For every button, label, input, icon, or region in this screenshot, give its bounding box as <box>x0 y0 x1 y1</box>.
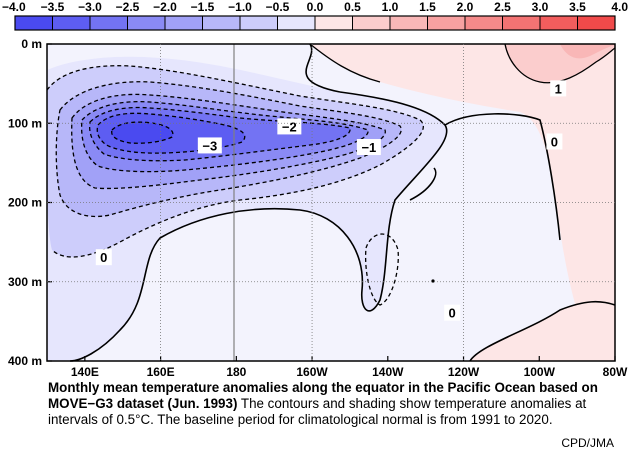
colorbar-segment <box>427 16 465 30</box>
y-tick-label: 0 m <box>21 37 42 51</box>
colorbar-segment <box>540 16 578 30</box>
colorbar-tick-label: −2.5 <box>116 0 140 14</box>
contour-label-bg <box>356 139 381 156</box>
contour-minus-half <box>46 65 424 258</box>
colorbar-tick-label: −0.5 <box>266 0 290 14</box>
credit-label: CPD/JMA <box>561 436 614 450</box>
colorbar-segment <box>15 16 53 30</box>
x-tick-label: 140E <box>71 365 99 379</box>
temperature-anomaly-chart: −4.0 −3.5 −3.0 −2.5 −2.0 −1.5 −1.0 −0.5 0.0 0.5 1.… <box>2 0 628 379</box>
colorbar-segment <box>465 16 503 30</box>
marker-point <box>431 279 435 283</box>
positive-anomaly-region-east <box>470 301 615 361</box>
x-tick-label: 100W <box>524 365 556 379</box>
contour-one-upper <box>309 43 381 83</box>
colorbar: −4.0 −3.5 −3.0 −2.5 −2.0 −1.5 −1.0 −0.5 0.0 0.5 1.… <box>2 0 628 31</box>
colorbar-tick-label: 3.0 <box>532 0 549 14</box>
contour-label-bg <box>197 137 222 154</box>
colorbar-segment <box>352 16 390 30</box>
caption-title: Monthly mean temperature anomalies along… <box>48 380 598 411</box>
contour-label: −1 <box>361 140 376 155</box>
colorbar-segment <box>240 16 278 30</box>
contour-label: 0 <box>100 250 107 265</box>
colorbar-tick-label: −1.0 <box>228 0 252 14</box>
colorbar-segment <box>577 16 615 30</box>
contour-zero-east <box>305 43 341 93</box>
contour-minus-half-south <box>364 233 399 306</box>
colorbar-tick-label: −1.5 <box>191 0 215 14</box>
contour-label-bg <box>546 133 563 150</box>
contour-label-bg <box>550 80 567 97</box>
caption-body: The contours and shading show temperatur… <box>48 396 587 427</box>
x-axis: 140E 160E 180 160W 140W 120W 100W 80W <box>71 356 628 379</box>
colorbar-tick-label: 1.5 <box>419 0 436 14</box>
contour-zero-lower-east <box>409 167 437 201</box>
colorbar-tick-label: 0.0 <box>307 0 324 14</box>
positive-anomaly-region <box>310 44 615 361</box>
colorbar-segment <box>390 16 428 30</box>
contour-zero-west <box>69 91 448 362</box>
colorbar-tick-label: 4.0 <box>611 0 628 14</box>
colorbar-segment <box>52 16 90 30</box>
contour-label: −3 <box>202 138 217 153</box>
colorbar-tick-label: −3.0 <box>78 0 102 14</box>
contour-minus-two <box>80 100 369 173</box>
contour-minus-three-half <box>111 121 174 144</box>
colorbar-tick-label: 2.5 <box>494 0 511 14</box>
contour-label: 1 <box>555 81 562 96</box>
x-tick-label: 160E <box>147 365 175 379</box>
y-axis: 0 m 100 m 200 m 300 m 400 m <box>8 37 615 368</box>
y-tick-label: 200 m <box>8 196 42 210</box>
contour-minus-one <box>55 81 402 218</box>
colorbar-tick-label: 1.0 <box>382 0 399 14</box>
contour-label-bg <box>95 249 112 266</box>
colorbar-segment <box>165 16 203 30</box>
colorbar-tick-label: −3.5 <box>41 0 65 14</box>
contour-one <box>504 43 616 84</box>
colorbar-segment <box>127 16 165 30</box>
colorbar-tick-label: −4.0 <box>2 0 26 14</box>
colorbar-segment <box>277 16 315 30</box>
x-tick-label: 140W <box>372 365 404 379</box>
contour-zero-bottom <box>469 300 616 362</box>
contour-minus-two-half <box>88 106 351 162</box>
y-tick-label: 400 m <box>8 354 42 368</box>
plot-area: −3 −2 −1 0 0 0 1 <box>46 43 616 362</box>
colorbar-segment <box>202 16 240 30</box>
contour-label: 0 <box>449 306 456 321</box>
contour-label: −2 <box>282 119 297 134</box>
colorbar-tick-label: 3.5 <box>569 0 586 14</box>
y-tick-label: 300 m <box>8 275 42 289</box>
contour-zero-east-2 <box>444 113 561 241</box>
x-tick-label: 160W <box>296 365 328 379</box>
y-tick-label: 100 m <box>8 116 42 130</box>
colorbar-tick-label: 0.5 <box>344 0 361 14</box>
x-tick-label: 180 <box>226 365 246 379</box>
negative-anomaly-region-35 <box>111 122 173 144</box>
contour-label-bg <box>277 118 302 135</box>
positive-anomaly-region-15 <box>560 44 615 59</box>
colorbar-tick-label: 2.0 <box>457 0 474 14</box>
x-tick-label: 80W <box>603 365 628 379</box>
x-tick-label: 120W <box>448 365 480 379</box>
contour-label-bg <box>444 304 461 321</box>
colorbar-segment <box>502 16 540 30</box>
colorbar-segment <box>315 16 353 30</box>
contour-label: 0 <box>551 134 558 149</box>
colorbar-segment <box>90 16 128 30</box>
colorbar-tick-label: −2.0 <box>153 0 177 14</box>
figure-caption: Monthly mean temperature anomalies along… <box>48 380 618 428</box>
